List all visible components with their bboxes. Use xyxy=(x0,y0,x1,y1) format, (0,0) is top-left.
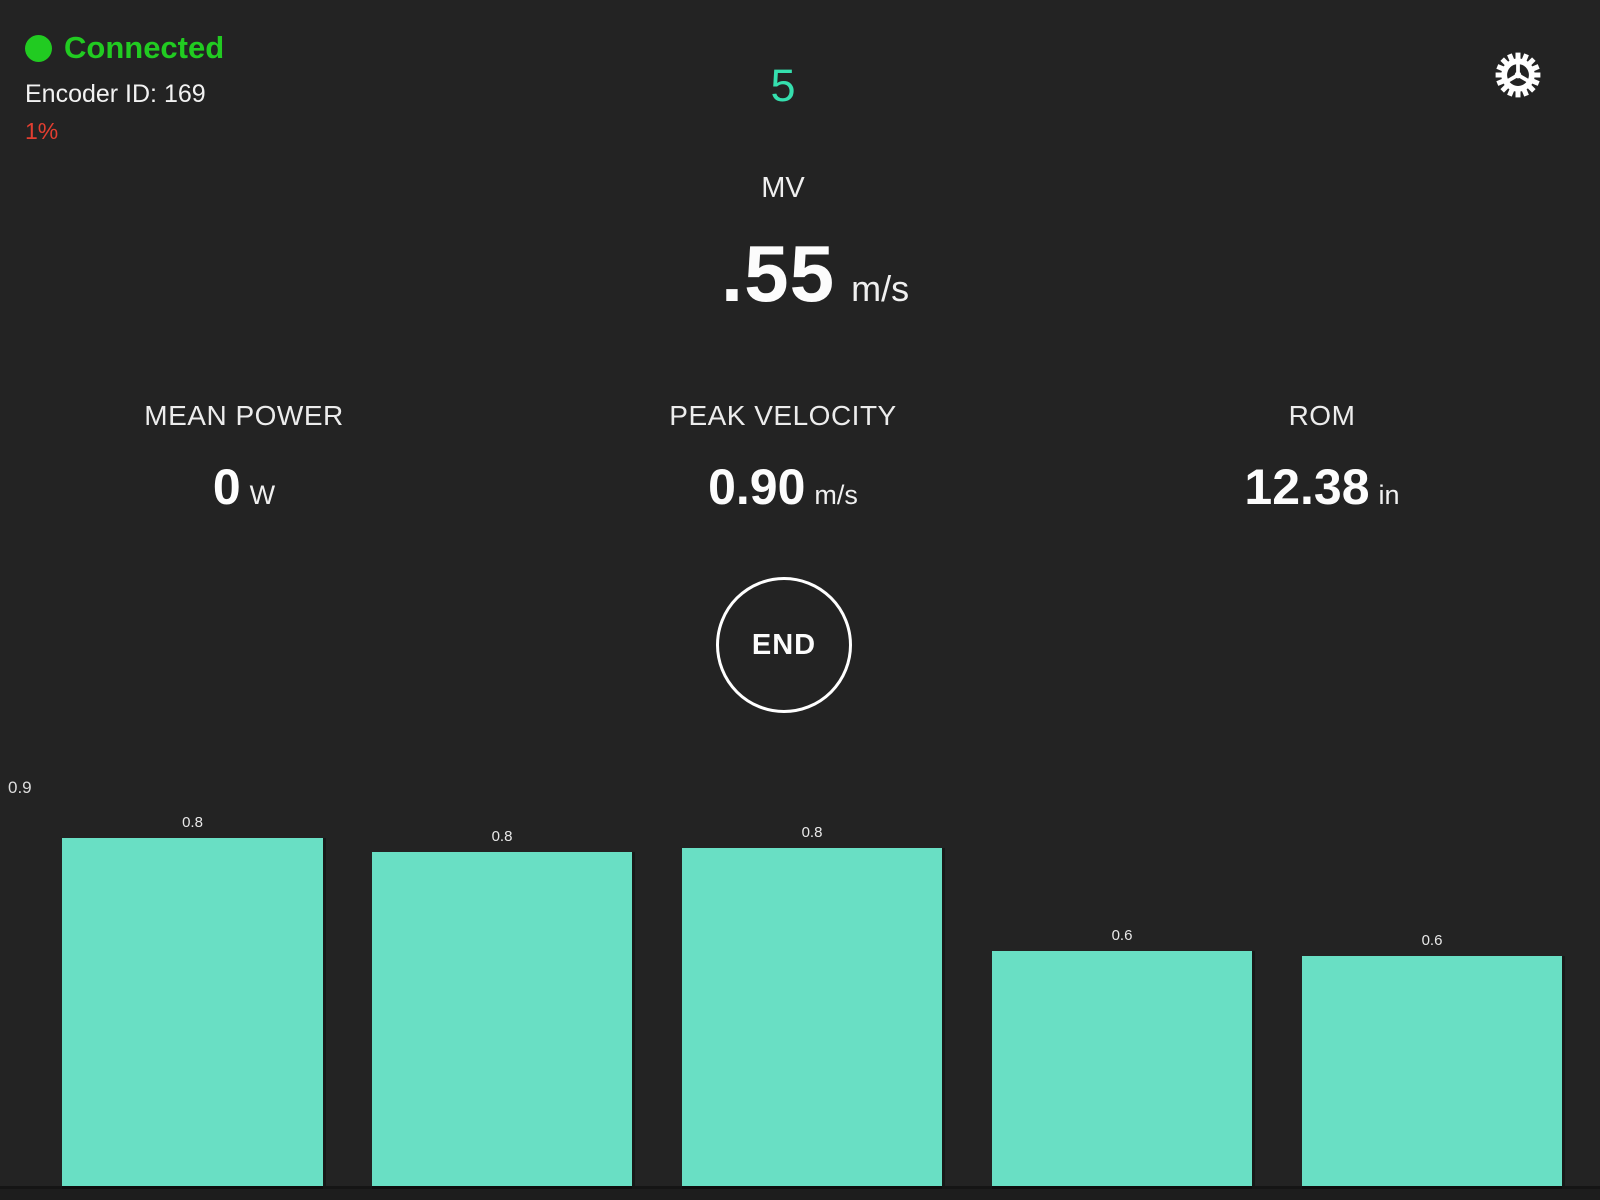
metric-value: 0 xyxy=(212,459,241,515)
settings-button[interactable] xyxy=(1493,50,1543,100)
bar-rep-3 xyxy=(682,848,942,1186)
bar-value-label: 0.6 xyxy=(1421,932,1443,949)
metric-peak-velocity: PEAK VELOCITY 0.90 m/s xyxy=(523,400,1043,516)
metric-unit: W xyxy=(249,480,276,510)
metric-value: 0.90 xyxy=(708,459,806,515)
metric-unit: m/s xyxy=(814,480,858,510)
green-dot-status-icon xyxy=(25,34,52,62)
metric-rom: ROM 12.38 in xyxy=(1062,400,1582,516)
metric-value: 12.38 xyxy=(1244,459,1370,515)
metric-mean-power: MEAN POWER 0 W xyxy=(0,400,504,516)
metric-label: MEAN POWER xyxy=(144,400,344,431)
connection-status-block: Connected Encoder ID: 169 1% xyxy=(25,30,224,145)
primary-metric-label: MV xyxy=(761,172,805,204)
metric-label: PEAK VELOCITY xyxy=(669,400,897,431)
bar-value-label: 0.8 xyxy=(801,824,823,841)
battery-level-label: 1% xyxy=(25,118,59,144)
rep-counter: 5 xyxy=(770,60,796,111)
primary-metric-value-row: .55 m/s xyxy=(721,228,909,320)
encoder-id-label: Encoder ID: 169 xyxy=(25,80,206,108)
bar-rep-1 xyxy=(62,838,323,1186)
bar-rep-2 xyxy=(372,852,632,1186)
bar-value-label: 0.6 xyxy=(1111,927,1133,944)
gear-icon xyxy=(1493,52,1543,103)
y-axis-max-label: 0.9 xyxy=(8,778,32,797)
bar-value-label: 0.8 xyxy=(182,814,203,831)
metric-label: ROM xyxy=(1288,400,1356,431)
metric-unit: in xyxy=(1378,480,1400,510)
end-set-button[interactable]: END xyxy=(716,577,852,713)
bar-rep-5 xyxy=(1302,956,1562,1186)
bar-rep-4 xyxy=(992,951,1252,1186)
primary-metric-value: .55 xyxy=(720,229,836,318)
bar-value-label: 0.8 xyxy=(491,828,513,845)
primary-metric-unit: m/s xyxy=(851,268,910,309)
rep-chart: 0.9 0.8 0.8 0.8 0.6 0.6 xyxy=(0,760,1600,1200)
chart-baseline xyxy=(0,1186,1600,1200)
connection-status-label: Connected xyxy=(64,30,225,65)
connection-status: Connected xyxy=(25,30,224,66)
